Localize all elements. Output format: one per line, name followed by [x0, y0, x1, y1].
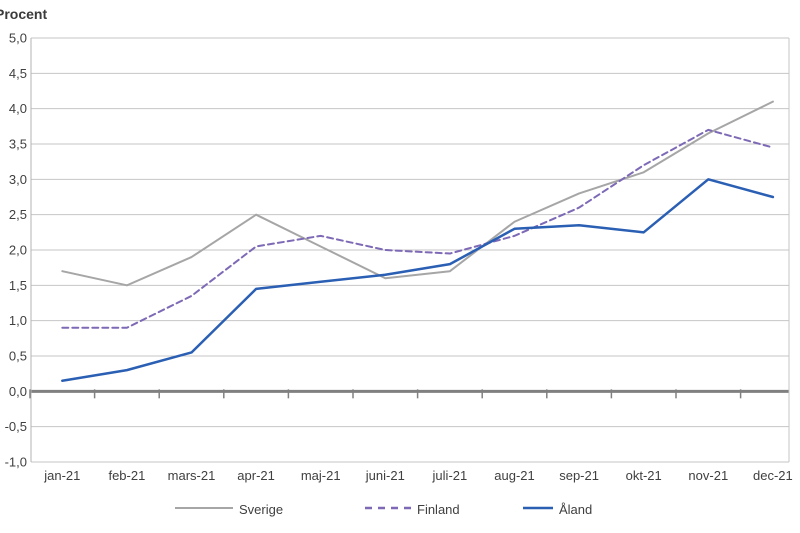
y-axis-tick-label: 4,0 — [9, 101, 27, 116]
y-axis-tick-label: 1,0 — [9, 313, 27, 328]
chart-title: Procent — [0, 6, 48, 22]
x-axis-tick-label: nov-21 — [688, 468, 728, 483]
legend-line-aland-icon — [523, 500, 553, 518]
legend-label-finland: Finland — [417, 501, 460, 517]
series-line-finland — [61, 128, 774, 329]
y-axis-tick-label: 3,0 — [9, 172, 27, 187]
x-axis-tick-label: mars-21 — [168, 468, 216, 483]
x-axis-tick-label: sep-21 — [559, 468, 599, 483]
y-axis-tick-label: 2,0 — [9, 243, 27, 258]
legend-line-finland-icon — [365, 500, 411, 518]
y-axis-tick-label: -0,5 — [5, 419, 27, 434]
chart-legend: Sverige Finland Åland — [0, 498, 800, 524]
y-axis-tick-label: 2,5 — [9, 207, 27, 222]
y-axis-tick-label: 3,5 — [9, 137, 27, 152]
x-axis-tick-label: dec-21 — [753, 468, 793, 483]
y-axis-tick-label: 1,5 — [9, 278, 27, 293]
legend-item-finland: Finland — [365, 498, 460, 520]
x-axis-tick-label: jan-21 — [43, 468, 80, 483]
legend-label-sverige: Sverige — [239, 501, 284, 517]
x-axis-tick-label: okt-21 — [626, 468, 662, 483]
y-axis-tick-label: 5,0 — [9, 31, 27, 46]
y-axis-tick-label: -1,0 — [5, 455, 27, 470]
y-axis-tick-label: 0,5 — [9, 349, 27, 364]
legend-item-sverige: Sverige — [175, 498, 283, 520]
x-axis-tick-label: aug-21 — [494, 468, 534, 483]
series-line-aland — [61, 178, 775, 382]
x-axis-tick-label: juni-21 — [365, 468, 405, 483]
y-axis-tick-label: 0,0 — [9, 384, 27, 399]
x-axis-tick-label: feb-21 — [108, 468, 145, 483]
x-axis-tick-label: maj-21 — [301, 468, 341, 483]
y-axis-tick-label: 4,5 — [9, 66, 27, 81]
series-line-sverige — [61, 100, 774, 287]
legend-item-aland: Åland — [523, 498, 592, 520]
x-axis-tick-label: apr-21 — [237, 468, 275, 483]
legend-line-sverige-icon — [175, 500, 233, 518]
x-axis-tick-label: juli-21 — [432, 468, 468, 483]
legend-label-aland: Åland — [559, 501, 593, 517]
